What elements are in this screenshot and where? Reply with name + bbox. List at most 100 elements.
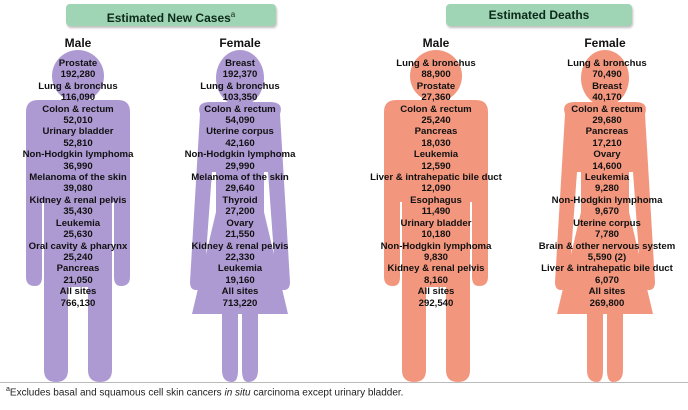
deaths-male-item: Kidney & renal pelvis 8,160 (356, 263, 516, 286)
deaths-male-site-value: 9,830 (423, 251, 448, 263)
new-cases-female-item: Ovary 21,550 (170, 218, 310, 241)
new-cases-male-site-name: Kidney & renal pelvis (29, 194, 127, 206)
new-cases-male-item: Colon & rectum 52,010 (8, 104, 148, 127)
deaths-female-item: Breast 40,170 (528, 81, 686, 104)
new-cases-male-site-value: 52,010 (63, 115, 93, 127)
deaths-female-item: Colon & rectum 29,680 (528, 104, 686, 127)
deaths-male-site-name: Non-Hodgkin lymphoma (380, 240, 492, 252)
new-cases-female-site-value: 192,370 (222, 69, 258, 81)
new-cases-female-site-name: All sites (221, 286, 259, 298)
footnote-divider (0, 382, 688, 383)
deaths-male-site-value: 10,180 (421, 229, 451, 241)
new-cases-female-site-name: Kidney & renal pelvis (191, 240, 289, 252)
deaths-female-site-value: 269,800 (589, 297, 625, 309)
new-cases-male-site-value: 35,430 (63, 206, 93, 218)
new-cases-male-site-value: 25,630 (63, 229, 93, 241)
new-cases-male-item: Leukemia 25,630 (8, 218, 148, 241)
new-cases-female-site-value: 29,640 (225, 183, 255, 195)
deaths-male-item: Liver & intrahepatic bile duct 12,090 (356, 172, 516, 195)
deaths-male-list: Lung & bronchus 88,900 Prostate 27,360 Colon… (356, 58, 516, 309)
deaths-male-item: Urinary bladder 10,180 (356, 218, 516, 241)
deaths-male-site-value: 27,360 (421, 92, 451, 104)
new-cases-male-site-value: 766,130 (60, 297, 96, 309)
new-cases-male-item: Kidney & renal pelvis 35,430 (8, 195, 148, 218)
new-cases-male-site-name: Lung & bronchus (38, 80, 118, 92)
new-cases-male-site-value: 39,080 (63, 183, 93, 195)
new-cases-male-item: Prostate 192,280 (8, 58, 148, 81)
new-cases-female-site-name: Thyroid (222, 194, 258, 206)
deaths-female-item: All sites 269,800 (528, 286, 686, 309)
new-cases-female-item: Melanoma of the skin 29,640 (170, 172, 310, 195)
deaths-female-site-value: 29,680 (592, 115, 622, 127)
deaths-male-site-name: Leukemia (413, 149, 459, 161)
deaths-male-site-value: 11,490 (421, 206, 451, 218)
new-cases-female-item: Breast 192,370 (170, 58, 310, 81)
new-cases-female-site-value: 713,220 (222, 297, 258, 309)
deaths-female-site-name: Leukemia (584, 172, 630, 184)
new-cases-female-site-value: 42,160 (225, 137, 255, 149)
deaths-female-item: Pancreas 17,210 (528, 126, 686, 149)
new-cases-title-marker: a (230, 10, 236, 19)
footnote-text-before: Excludes basal and squamous cell skin ca… (9, 387, 225, 399)
new-cases-female-site-value: 21,550 (225, 229, 255, 241)
deaths-female-site-name: Liver & intrahepatic bile duct (541, 263, 673, 275)
new-cases-male-site-name: Leukemia (55, 217, 101, 229)
deaths-male-site-name: Prostate (416, 80, 456, 92)
new-cases-title: Estimated New Cases (106, 11, 231, 25)
deaths-male-site-value: 18,030 (421, 137, 451, 149)
deaths-female-item: Non-Hodgkin lymphoma 9,670 (528, 195, 686, 218)
deaths-male-site-name: Liver & intrahepatic bile duct (370, 172, 502, 184)
deaths-female-item: Leukemia 9,280 (528, 172, 686, 195)
deaths-female-site-name: All sites (588, 286, 626, 298)
deaths-male-item: Non-Hodgkin lymphoma 9,830 (356, 241, 516, 264)
deaths-female-site-value: 9,280 (594, 183, 619, 195)
deaths-female-site-name: Lung & bronchus (567, 58, 647, 69)
new-cases-female-site-name: Leukemia (217, 263, 263, 275)
deaths-female-site-name: Brain & other nervous system (538, 240, 676, 252)
deaths-female-site-value: 9,670 (594, 206, 619, 218)
deaths-male-site-value: 292,540 (418, 297, 454, 309)
new-cases-female-list: Breast 192,370 Lung & bronchus 103,350 Colon… (170, 58, 310, 309)
deaths-female-site-name: Uterine corpus (573, 217, 641, 229)
deaths-male-site-name: Pancreas (414, 126, 458, 138)
deaths-banner: Estimated Deaths (446, 4, 632, 26)
deaths-female-site-value: 6,070 (594, 274, 619, 286)
footnote-text-after: carcinoma except urinary bladder. (250, 387, 404, 399)
deaths-male-site-name: Esophagus (410, 194, 462, 206)
new-cases-male-site-name: Prostate (58, 58, 98, 69)
footnote: aExcludes basal and squamous cell skin c… (6, 386, 403, 398)
new-cases-female-site-name: Ovary (226, 217, 254, 229)
new-cases-female-site-name: Lung & bronchus (200, 80, 280, 92)
new-cases-male-list: Prostate 192,280 Lung & bronchus 116,090 Col… (8, 58, 148, 309)
new-cases-female-item: Uterine corpus 42,160 (170, 126, 310, 149)
new-cases-female-site-value: 27,200 (225, 206, 255, 218)
new-cases-female-item: Non-Hodgkin lymphoma 29,990 (170, 149, 310, 172)
deaths-male-item: Leukemia 12,590 (356, 149, 516, 172)
deaths-male-site-value: 88,900 (421, 69, 451, 81)
deaths-female-site-name: Pancreas (585, 126, 629, 138)
new-cases-male-label: Male (64, 36, 92, 50)
new-cases-male-site-name: Urinary bladder (42, 126, 114, 138)
deaths-female-site-value: 5,590 (2) (587, 251, 627, 263)
new-cases-female-item: Leukemia 19,160 (170, 263, 310, 286)
new-cases-male-item: Melanoma of the skin 39,080 (8, 172, 148, 195)
deaths-female-label: Female (584, 36, 626, 50)
deaths-male-site-name: Kidney & renal pelvis (387, 263, 485, 275)
deaths-female-site-value: 7,780 (594, 229, 619, 241)
deaths-male-item: Prostate 27,360 (356, 81, 516, 104)
deaths-male-site-value: 25,240 (421, 115, 451, 127)
deaths-male-item: Lung & bronchus 88,900 (356, 58, 516, 81)
new-cases-female-site-value: 54,090 (225, 115, 255, 127)
new-cases-male-item: All sites 766,130 (8, 286, 148, 309)
deaths-male-site-value: 12,090 (421, 183, 451, 195)
deaths-female-site-value: 40,170 (592, 92, 622, 104)
new-cases-female-site-value: 103,350 (222, 92, 258, 104)
new-cases-female-site-value: 29,990 (225, 160, 255, 172)
deaths-female-item: Uterine corpus 7,780 (528, 218, 686, 241)
new-cases-male-site-value: 116,090 (60, 92, 96, 104)
deaths-male-item: All sites 292,540 (356, 286, 516, 309)
new-cases-female-item: Kidney & renal pelvis 22,330 (170, 241, 310, 264)
deaths-female-list: Lung & bronchus 70,490 Breast 40,170 Colon &… (528, 58, 686, 309)
new-cases-male-item: Urinary bladder 52,810 (8, 126, 148, 149)
new-cases-male-site-name: Colon & rectum (42, 103, 114, 115)
